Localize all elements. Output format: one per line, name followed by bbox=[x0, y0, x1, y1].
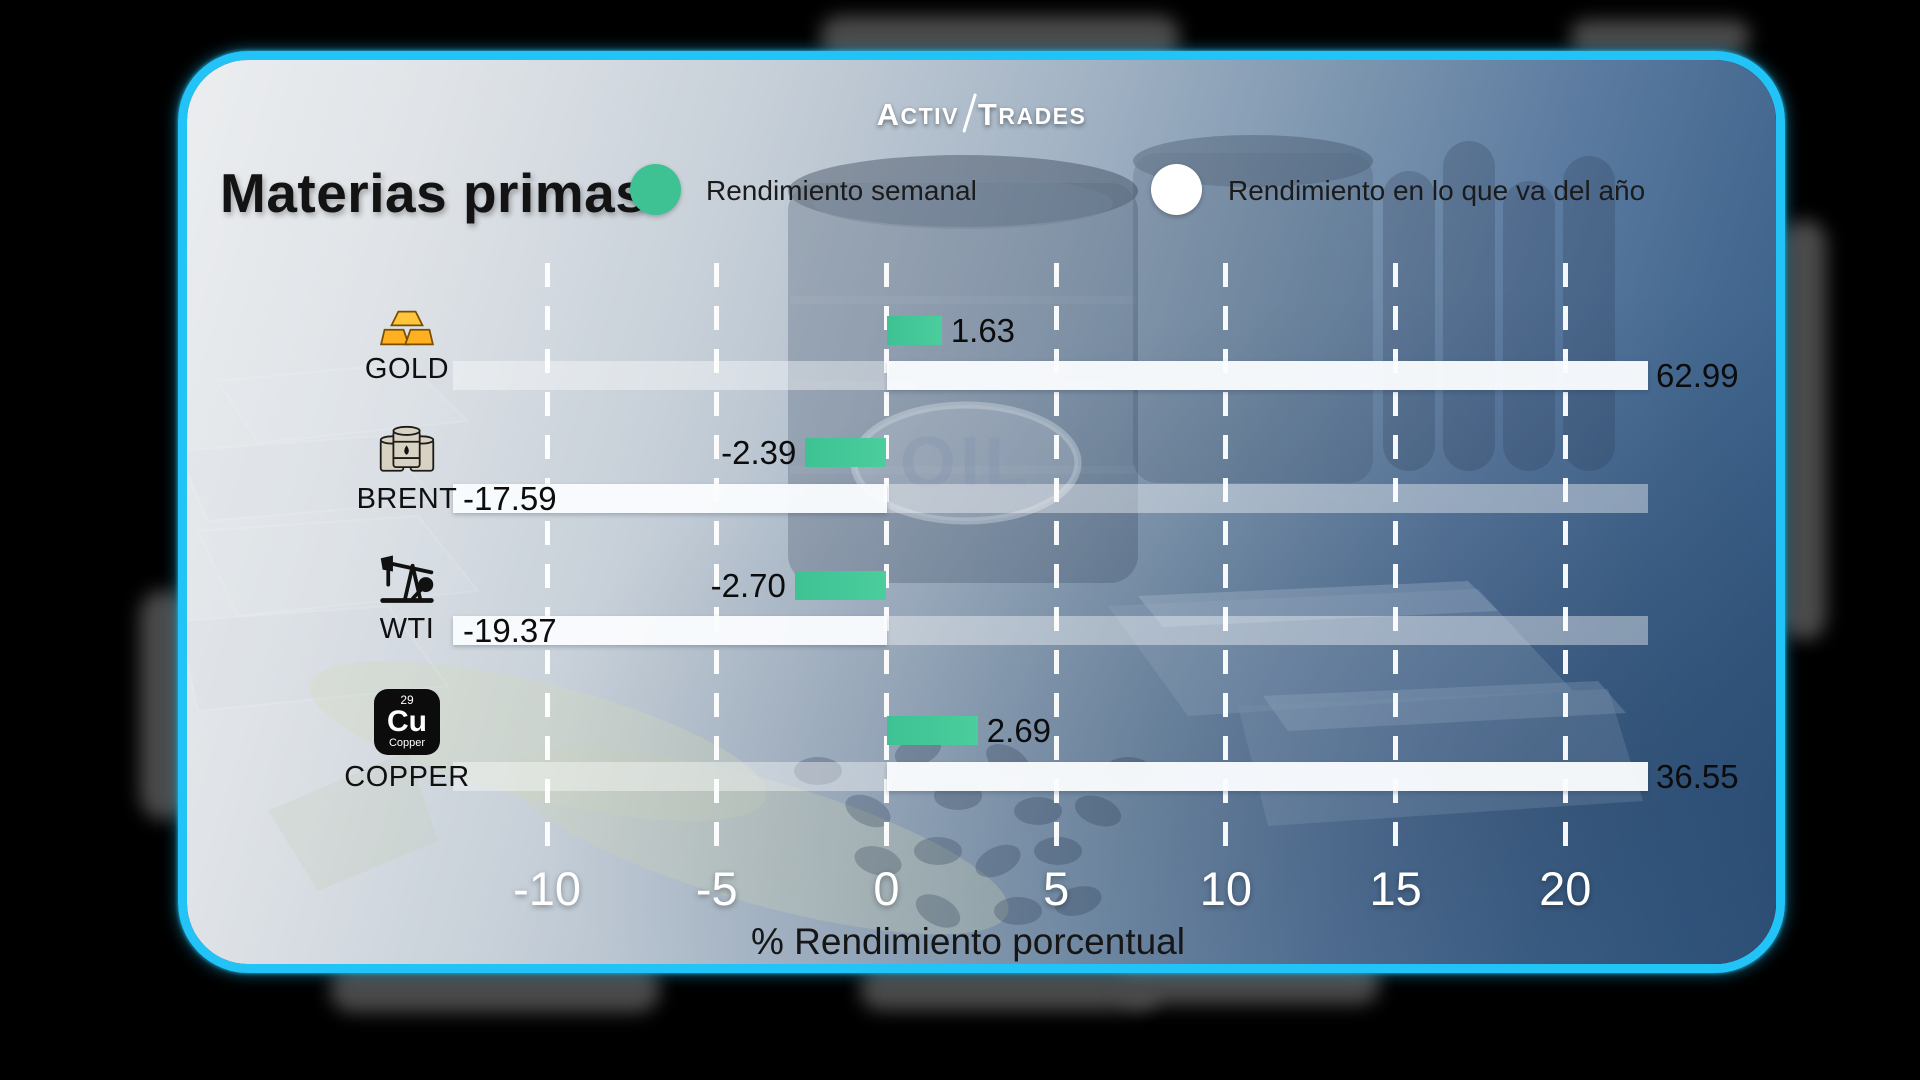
copper-name: Copper bbox=[388, 737, 426, 749]
x-tick-label-20: 20 bbox=[1539, 862, 1592, 915]
weekly-bar-brent bbox=[805, 438, 887, 467]
gold-bars-icon bbox=[380, 310, 434, 346]
category-label-copper: COPPER bbox=[344, 761, 470, 793]
weekly-value-copper: 2.69 bbox=[986, 711, 1052, 749]
background-bleed-bottom-left bbox=[330, 966, 660, 1012]
ytd-bar-gold bbox=[886, 361, 1648, 390]
chart-plot-area: -10 -5 0 5 10 15 20 1.63 62.99 -2.39 -17.59 -2.70 -1… bbox=[187, 60, 1776, 964]
x-tick-label-0: 0 bbox=[873, 862, 900, 915]
legend-weekly-label: Rendimiento semanal bbox=[706, 175, 977, 206]
activtrades-logo: A CTIV T RADES bbox=[876, 93, 1087, 133]
gridline-10 bbox=[1223, 263, 1229, 857]
category-copper: 29 Cu Copper COPPER bbox=[326, 689, 488, 794]
weekly-bar-copper bbox=[886, 716, 978, 745]
x-tick-label-15: 15 bbox=[1369, 862, 1422, 915]
oil-barrels-icon bbox=[379, 425, 435, 472]
x-axis-title: % Rendimiento porcentual bbox=[751, 921, 1185, 962]
copper-element-icon: 29 Cu Copper bbox=[374, 689, 440, 755]
background-bleed-top-right bbox=[1570, 20, 1750, 54]
logo-text: A bbox=[876, 97, 901, 132]
ytd-bar-copper bbox=[886, 762, 1648, 791]
ytd-value-wti: -19.37 bbox=[463, 611, 557, 649]
ytd-bar-brent bbox=[453, 484, 887, 513]
infographic-card: OIL bbox=[178, 51, 1785, 973]
category-label-wti: WTI bbox=[379, 613, 435, 645]
weekly-bar-gold bbox=[886, 316, 942, 345]
background-bleed-bottom-mid bbox=[860, 968, 1160, 1010]
background-bleed-right bbox=[1782, 220, 1826, 640]
legend-ytd-label: Rendimiento en lo que va del año bbox=[1228, 175, 1646, 206]
legend-weekly-dot bbox=[630, 164, 681, 215]
logo-slash-icon bbox=[962, 93, 977, 133]
oil-pumpjack-icon bbox=[380, 555, 434, 603]
gridline-5 bbox=[1053, 263, 1059, 857]
gridline--5 bbox=[714, 263, 720, 857]
category-label-brent: BRENT bbox=[356, 483, 458, 515]
weekly-value-wti: -2.70 bbox=[710, 566, 786, 604]
ytd-value-gold: 62.99 bbox=[1656, 356, 1739, 394]
category-brent: BRENT bbox=[326, 421, 488, 516]
weekly-bar-wti bbox=[794, 571, 887, 600]
category-label-gold: GOLD bbox=[364, 353, 450, 385]
category-gold: GOLD bbox=[326, 309, 488, 386]
gridline-15 bbox=[1393, 263, 1399, 857]
ytd-value-brent: -17.59 bbox=[463, 479, 557, 517]
gridline-20 bbox=[1562, 263, 1568, 857]
x-tick-label-10: 10 bbox=[1199, 862, 1253, 915]
legend-ytd-dot bbox=[1151, 164, 1202, 215]
gridline--10 bbox=[544, 263, 550, 857]
weekly-value-gold: 1.63 bbox=[950, 311, 1016, 349]
weekly-value-brent: -2.39 bbox=[721, 433, 797, 471]
copper-symbol: Cu bbox=[387, 705, 427, 738]
category-wti: WTI bbox=[326, 549, 488, 646]
copper-atomic-number: 29 bbox=[400, 693, 414, 707]
card-background: OIL bbox=[187, 60, 1776, 964]
gridline-0 bbox=[884, 263, 889, 857]
x-tick-label--10: -10 bbox=[513, 862, 582, 915]
page-title: Materias primas bbox=[220, 162, 647, 224]
x-tick-label-5: 5 bbox=[1043, 862, 1070, 915]
ytd-value-copper: 36.55 bbox=[1656, 757, 1739, 795]
x-tick-label--5: -5 bbox=[695, 862, 738, 915]
ytd-bar-wti bbox=[453, 616, 887, 645]
